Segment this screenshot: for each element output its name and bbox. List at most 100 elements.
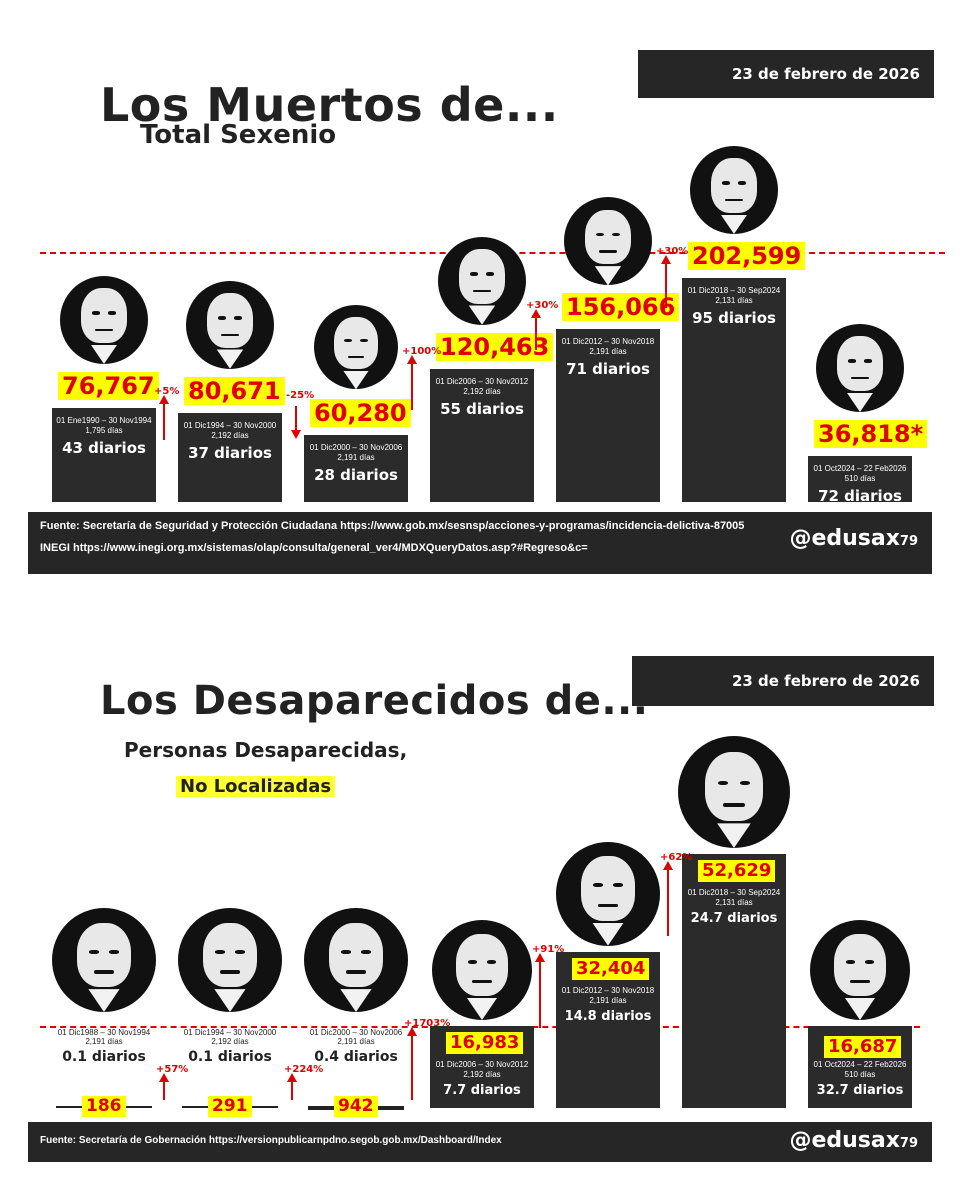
arrow-head <box>159 395 169 404</box>
change-label: +100% <box>402 346 442 357</box>
value-label: 36,818* <box>814 420 928 448</box>
bar-period: 01 Dic1994 – 30 Nov2000 <box>183 420 277 430</box>
bar-daily: 0.4 diarios <box>314 1049 398 1065</box>
portrait-icon <box>556 841 660 946</box>
portrait-face <box>459 249 505 304</box>
portrait-eye <box>108 311 117 315</box>
portrait-eye <box>846 960 855 964</box>
bar-period: 01 Dic2000 – 30 Nov2006 <box>309 1028 403 1037</box>
portrait-collar <box>717 823 751 848</box>
portrait-collar <box>592 922 624 946</box>
bar-days: 1,795 días <box>85 426 123 435</box>
portrait-face <box>834 934 886 996</box>
arrow-head <box>287 1073 297 1082</box>
bar-period: 01 Oct2024 – 22 Feb2026 <box>813 464 907 473</box>
bar-daily: 72 diarios <box>818 487 902 505</box>
bar-daily: 28 diarios <box>314 466 398 485</box>
portrait-collar <box>90 344 118 364</box>
value-label: 16,687 <box>824 1036 902 1058</box>
portrait-eye <box>215 949 225 954</box>
portrait-eye <box>360 338 368 343</box>
author-handle: @edusax79 <box>789 526 918 551</box>
bar-daily: 95 diarios <box>692 309 776 327</box>
portrait-eye <box>361 949 371 954</box>
handle-text: @edusax <box>789 1128 900 1153</box>
portrait-face <box>207 293 253 348</box>
arrow-head <box>663 861 673 870</box>
portrait-collar <box>467 998 497 1020</box>
portrait-eye <box>487 960 496 964</box>
portrait-collar <box>88 989 120 1012</box>
portrait-icon <box>60 276 148 364</box>
bar-daily: 7.7 diarios <box>443 1083 521 1098</box>
arrow-shaft <box>295 406 297 432</box>
portrait-mouth <box>472 980 492 983</box>
portrait-eye <box>595 232 604 237</box>
portrait-collar <box>846 392 874 412</box>
arrow-shaft <box>291 1080 293 1100</box>
date-text: 23 de febrero de 2026 <box>731 65 920 83</box>
portrait-face <box>328 922 384 988</box>
portrait-face <box>711 158 757 213</box>
arrow-head <box>535 953 545 962</box>
portrait-face <box>585 209 631 265</box>
chart-title: Los Desaparecidos de... <box>100 678 649 724</box>
portrait-icon <box>178 908 282 1012</box>
value-label: 16,983 <box>446 1032 524 1054</box>
data-bar: 01 Ene1990 – 30 Nov1994 1,795 días 43 diar… <box>52 408 156 502</box>
portrait-icon <box>690 146 778 234</box>
bar-period: 01 Dic2018 – 30 Sep2024 <box>687 286 781 295</box>
bar-days: 2,131 días <box>715 296 753 305</box>
bar-days: 2,191 días <box>589 995 627 1005</box>
portrait-collar <box>720 214 748 234</box>
portrait-icon <box>186 280 274 369</box>
bar-daily: 71 diarios <box>566 360 650 379</box>
portrait-mouth <box>851 376 869 380</box>
data-bar: 01 Dic1994 – 30 Nov2000 2,192 días 37 diar… <box>178 412 282 502</box>
bar-period: 01 Dic2006 – 30 Nov2012 <box>435 376 529 386</box>
data-bar: 01 Dic2018 – 30 Sep2024 2,131 días 95 diar… <box>682 278 786 502</box>
portrait-collar <box>845 998 875 1020</box>
arrow-head <box>661 255 671 264</box>
portrait-collar <box>468 305 496 325</box>
portrait-mouth <box>725 198 743 202</box>
bar-days: 2,191 días <box>85 1037 123 1046</box>
portrait-eye <box>847 359 856 363</box>
portrait-eye <box>109 949 119 954</box>
arrow-shaft <box>665 262 667 308</box>
date-text: 23 de febrero de 2026 <box>731 672 920 690</box>
bar-daily: 55 diarios <box>440 399 524 418</box>
muertos-panel: 23 de febrero de 2026 Los Muertos de... … <box>0 0 960 580</box>
portrait-collar <box>594 266 622 286</box>
portrait-eye <box>235 949 245 954</box>
portrait-mouth <box>95 328 113 332</box>
handle-text: @edusax <box>789 526 900 551</box>
bar-days: 2,191 días <box>337 453 375 463</box>
value-label: 202,599 <box>688 242 806 270</box>
source-text-2: INEGI https://www.inegi.org.mx/sistemas/… <box>40 542 588 554</box>
portrait-mouth <box>597 904 619 908</box>
portrait-eye <box>486 271 495 276</box>
change-label: +62% <box>660 852 693 863</box>
portrait-icon <box>52 908 156 1012</box>
value-label: 76,767 <box>58 372 159 400</box>
bar-text: 01 Dic2018 – 30 Sep2024 2,131 días 24.7 di… <box>682 888 786 926</box>
arrow-shaft <box>535 316 537 350</box>
bar-daily: 14.8 diarios <box>564 1008 652 1024</box>
portrait-face <box>704 751 764 822</box>
portrait-eye <box>738 181 747 185</box>
arrow-shaft <box>163 402 165 440</box>
bar-daily: 43 diarios <box>62 439 146 457</box>
change-label: +57% <box>156 1064 189 1075</box>
chart-title: Los Muertos de... <box>100 78 559 132</box>
portrait-eye <box>613 883 623 888</box>
value-label: 32,404 <box>572 957 650 980</box>
data-bar: 01 Dic2000 – 30 Nov2006 2,191 días 28 diar… <box>304 435 408 502</box>
portrait-eye <box>739 780 750 786</box>
bar-text: 01 Dic2012 – 30 Nov2018 2,191 días 14.8 di… <box>556 986 660 1024</box>
change-label: +91% <box>532 944 565 955</box>
subtitle-highlight-text: No Localizadas <box>176 776 336 797</box>
bar-caption: 01 Dic1988 – 30 Nov1994 2,191 días 0.1 dia… <box>52 1028 156 1065</box>
bar-period: 01 Dic2012 – 30 Nov2018 <box>561 985 655 995</box>
data-bar: 01 Dic2018 – 30 Sep2024 2,131 días 24.7 di… <box>682 854 786 1108</box>
